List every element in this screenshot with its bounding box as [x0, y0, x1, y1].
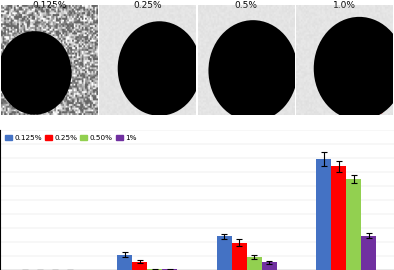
Text: 0.5%: 0.5%: [235, 1, 258, 10]
Bar: [232, 243, 247, 270]
Bar: [331, 166, 346, 270]
Bar: [361, 236, 376, 270]
Legend: 0.125%, 0.25%, 0.50%, 1%: 0.125%, 0.25%, 0.50%, 1%: [4, 133, 138, 142]
Bar: [247, 257, 262, 270]
Text: 1.0%: 1.0%: [333, 1, 356, 10]
Text: 0.25%: 0.25%: [134, 1, 162, 10]
Bar: [262, 262, 277, 270]
Bar: [316, 159, 331, 270]
Bar: [147, 269, 162, 270]
Bar: [132, 262, 147, 270]
Bar: [346, 179, 361, 270]
Bar: [117, 255, 132, 270]
Bar: [162, 269, 177, 270]
Text: 0.125%: 0.125%: [32, 1, 67, 10]
Bar: [217, 236, 232, 270]
